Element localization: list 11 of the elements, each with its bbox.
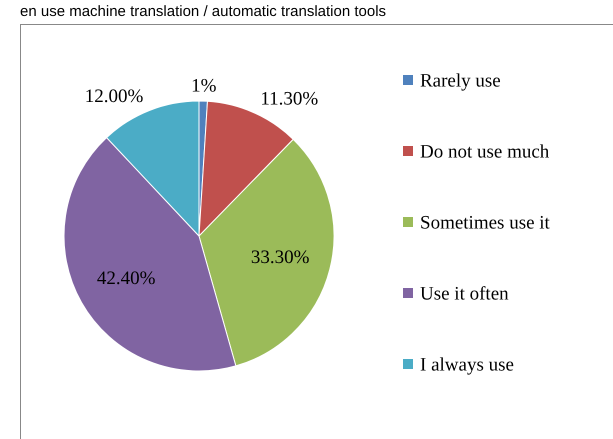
legend-label: Sometimes use it xyxy=(420,212,551,234)
chart-title: en use machine translation / automatic translation tools xyxy=(20,3,386,20)
legend-label: Rarely use xyxy=(420,70,501,92)
data-label: 11.30% xyxy=(260,88,318,110)
legend-label: I always use xyxy=(420,354,514,376)
data-label: 12.00% xyxy=(84,86,144,108)
data-label: 1% xyxy=(191,76,217,97)
data-label: 42.40% xyxy=(96,268,156,289)
legend-label: Use it often xyxy=(420,284,510,305)
legend-label: Do not use much xyxy=(420,142,550,163)
data-label: 33.30% xyxy=(250,247,310,268)
